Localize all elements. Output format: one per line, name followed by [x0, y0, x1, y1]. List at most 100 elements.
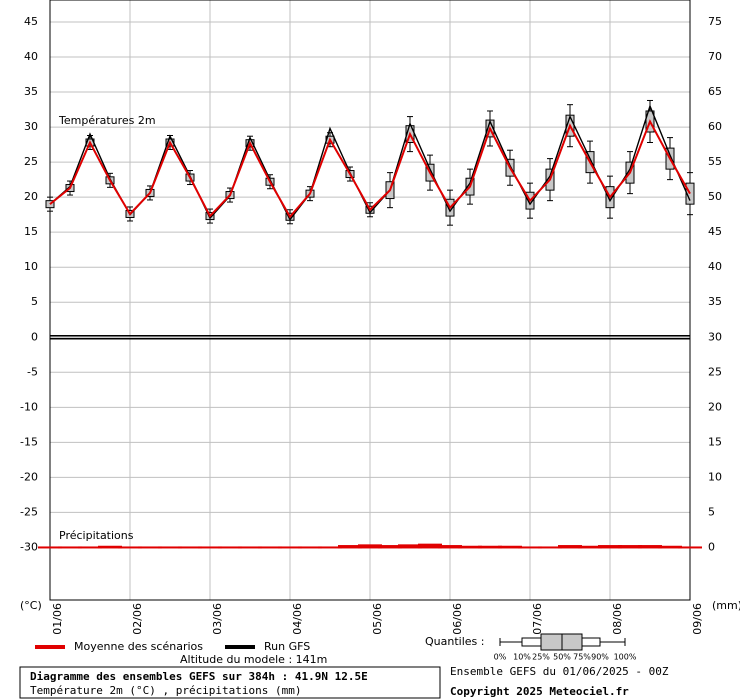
precip-bar: [118, 546, 142, 549]
precip-bar: [258, 546, 282, 549]
quantile-sample: [499, 633, 626, 651]
footer-box: [19, 666, 441, 699]
x-tick-label: 02/06: [131, 603, 144, 635]
precip-bar: [498, 545, 522, 549]
x-tick-label: 03/06: [211, 603, 224, 635]
y-tick-label: 10: [24, 260, 38, 273]
y-tick-label: -15: [20, 435, 38, 448]
y-tick-label: -5: [27, 365, 38, 378]
y-tick-label: -20: [20, 470, 38, 483]
precip-bar: [598, 545, 622, 549]
y2-tick-label: 35: [708, 295, 722, 308]
y-tick-label: 0: [31, 330, 38, 343]
grid: [49, 0, 691, 600]
precip-bar: [618, 545, 642, 549]
precip-bar: [678, 546, 702, 549]
quantile-title: Quantiles :: [425, 635, 484, 648]
x-tick-label: 07/06: [531, 603, 544, 635]
precip-bar: [638, 545, 662, 549]
legend-label: Moyenne des scénarios: [74, 640, 203, 653]
y2-tick-label: 40: [708, 260, 722, 273]
y2-tick-label: 5: [708, 505, 715, 518]
precip-bar: [78, 546, 102, 549]
y-tick-label: 20: [24, 190, 38, 203]
altitude: Altitude du modele : 141m: [180, 653, 327, 666]
precip-bar: [178, 546, 202, 549]
y-tick-label: -25: [20, 505, 38, 518]
quantile-label: 25%: [532, 653, 550, 662]
y-tick-label: 25: [24, 155, 38, 168]
y-label: (°C): [20, 599, 42, 612]
precip-bar: [518, 546, 542, 549]
y2-tick-label: 75: [708, 15, 722, 28]
y-tick-label: 40: [24, 50, 38, 63]
y2-tick-label: 70: [708, 50, 722, 63]
y2-tick-label: 0: [708, 540, 715, 553]
footer-subtitle: Température 2m (°C) , précipitations (mm…: [30, 684, 302, 697]
y2-tick-label: 15: [708, 435, 722, 448]
quantile-label: 0%: [494, 653, 507, 662]
precip-bar: [658, 545, 682, 549]
x-tick-label: 06/06: [451, 603, 464, 635]
precip-bar: [98, 545, 122, 549]
precip-bar: [378, 545, 402, 549]
precip-bar: [158, 546, 182, 549]
precip-bar: [58, 546, 82, 549]
y-tick-label: 30: [24, 120, 38, 133]
precip-bar: [358, 544, 382, 549]
precip-bar: [438, 545, 462, 549]
precip-bar: [218, 546, 242, 549]
y2-label: (mm): [712, 599, 740, 612]
precip-bar: [38, 546, 62, 549]
y-tick-label: 15: [24, 225, 38, 238]
quantile-labels: 0% 10% 25% 50% 75% 90% 100%: [494, 653, 637, 662]
x-tick-label: 04/06: [291, 603, 304, 635]
precip-bar: [578, 545, 602, 549]
y2-tick-label: 50: [708, 190, 722, 203]
copyright: Copyright 2025 Meteociel.fr: [450, 685, 629, 698]
precip-bar: [458, 545, 482, 549]
legend-label: Run GFS: [264, 640, 310, 653]
quantile-label: 90%: [591, 653, 609, 662]
x-tick-label: 05/06: [371, 603, 384, 635]
x-tick-label: 09/06: [691, 603, 704, 635]
precip-bar: [238, 546, 262, 549]
y2-tick-label: 65: [708, 85, 722, 98]
precip-bar: [338, 545, 362, 549]
y2-tick-label: 55: [708, 155, 722, 168]
quantile-label: 10%: [513, 653, 531, 662]
y-tick-label: -10: [20, 400, 38, 413]
run-label: Ensemble GEFS du 01/06/2025 - 00Z: [450, 665, 669, 678]
precip-bar: [318, 546, 342, 549]
y-tick-label: 5: [31, 295, 38, 308]
series-line: [49, 119, 691, 219]
precip-bar: [478, 545, 502, 549]
precip-bar: [418, 543, 442, 549]
x-tick-label: 01/06: [51, 603, 64, 635]
y-tick-label: -30: [20, 540, 38, 553]
plot-frame: [49, 0, 691, 601]
y2-tick-label: 20: [708, 400, 722, 413]
precip-bar: [558, 545, 582, 549]
y2-tick-label: 25: [708, 365, 722, 378]
precipitation-label: Précipitations: [59, 529, 134, 542]
y-tick-label: 35: [24, 85, 38, 98]
temperature-label: Températures 2m: [58, 114, 156, 127]
precip-bar: [278, 546, 302, 549]
quantile-label: 50%: [553, 653, 571, 662]
y2-tick-label: 30: [708, 330, 722, 343]
precip-bar: [298, 546, 322, 549]
quantile-label: 100%: [614, 653, 637, 662]
precip-bar: [198, 546, 222, 549]
precip-bar: [538, 546, 562, 549]
y-tick-label: 45: [24, 15, 38, 28]
footer-title: Diagramme des ensembles GEFS sur 384h : …: [30, 670, 368, 683]
precip-bar: [138, 546, 162, 549]
quantile-label: 75%: [573, 653, 591, 662]
y2-tick-label: 60: [708, 120, 722, 133]
y2-tick-label: 10: [708, 470, 722, 483]
x-tick-label: 08/06: [611, 603, 624, 635]
y2-tick-label: 45: [708, 225, 722, 238]
precip-bar: [398, 544, 422, 549]
